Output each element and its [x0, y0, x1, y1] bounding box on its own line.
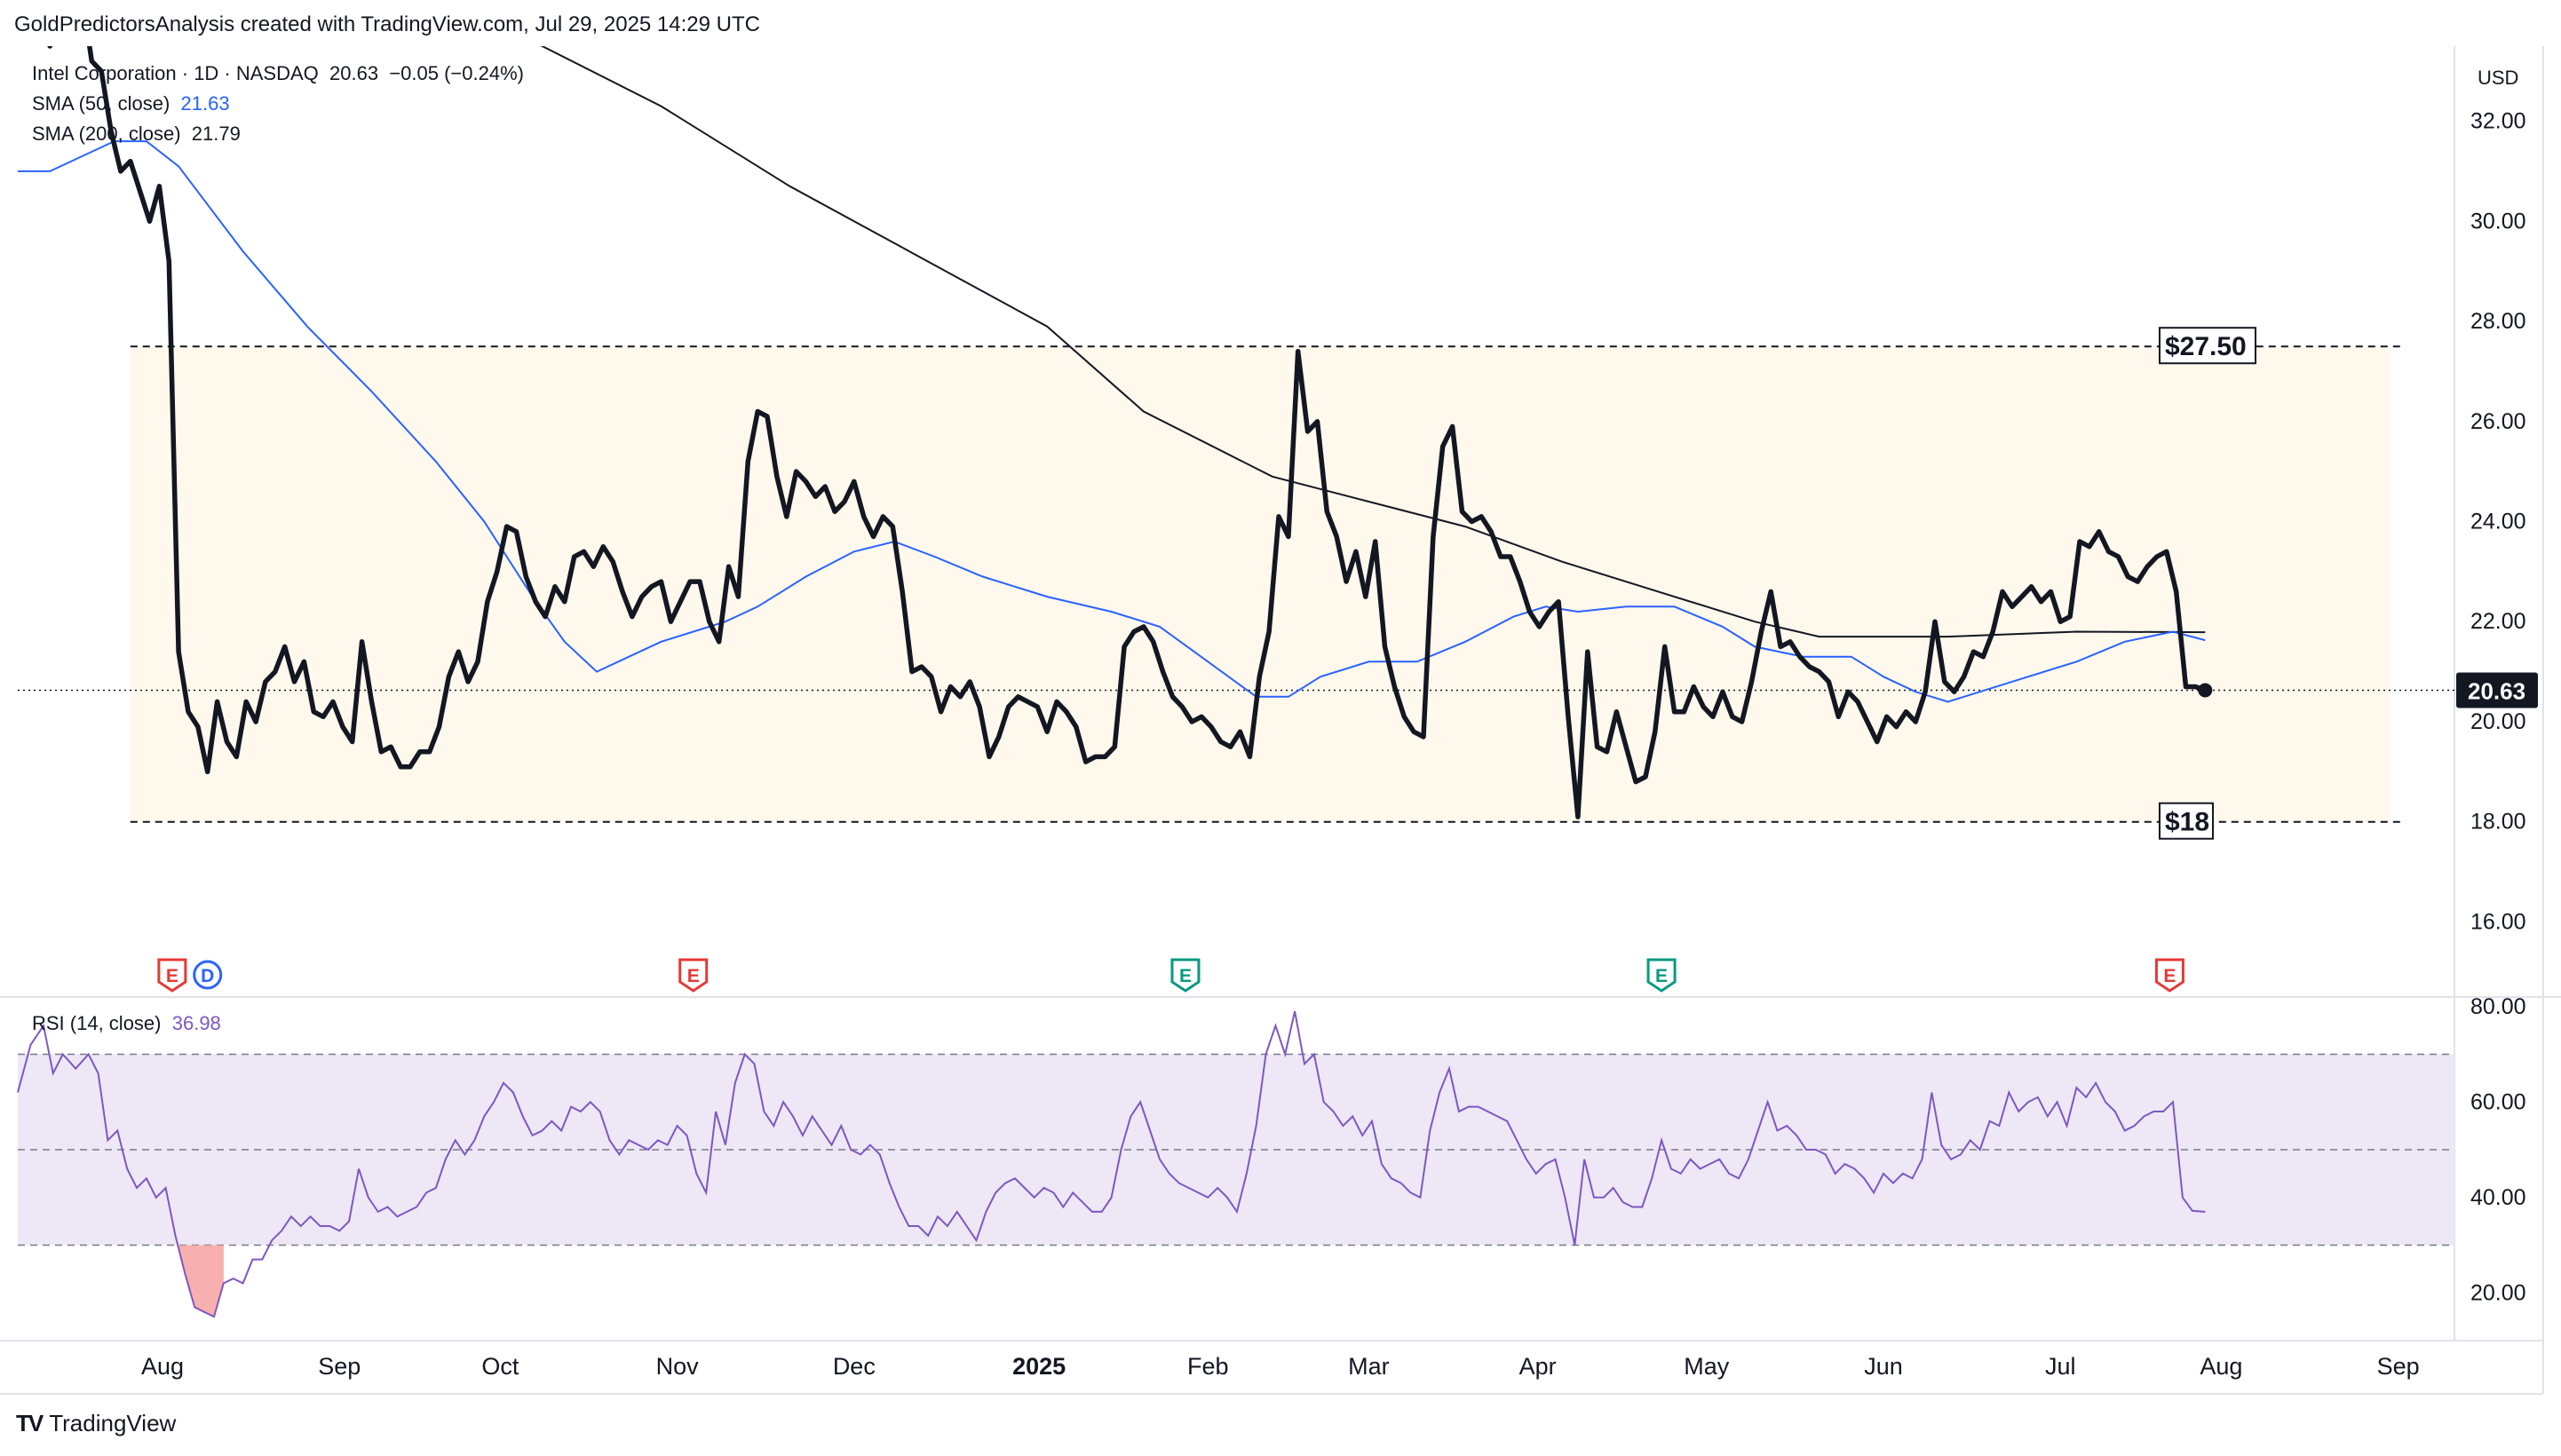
range-box — [130, 345, 2404, 823]
tradingview-wordmark: TradingView — [49, 1410, 177, 1436]
time-tick-label: Nov — [656, 1353, 700, 1380]
rsi-tick-label: 20.00 — [2470, 1280, 2526, 1305]
rsi-oversold-fill — [178, 1245, 224, 1318]
last-price-dot — [2198, 683, 2213, 698]
range-label-box — [2158, 802, 2214, 840]
series-layer — [17, 46, 2454, 1318]
sma50-legend[interactable]: SMA (50, close) 21.63 — [32, 92, 230, 115]
sma50-label: SMA (50, close) — [32, 92, 170, 115]
earnings-marker[interactable]: E — [1170, 958, 1201, 993]
time-tick-label: Jul — [2045, 1353, 2076, 1380]
price-tick-label: 22.00 — [2470, 609, 2526, 634]
earnings-marker[interactable]: E — [157, 958, 187, 993]
time-tick-label: Aug — [2200, 1353, 2242, 1380]
last-price-label: 20.63 — [2468, 677, 2525, 704]
time-tick-label: Aug — [141, 1353, 184, 1380]
earnings-marker[interactable]: E — [1646, 958, 1677, 993]
earnings-marker[interactable]: E — [2154, 958, 2184, 993]
range-rect — [130, 346, 2391, 822]
symbol-name: Intel Corporation · 1D · NASDAQ — [32, 62, 319, 84]
event-marker-label: E — [1179, 966, 1192, 986]
tradingview-brand[interactable]: TV TradingView — [16, 1410, 176, 1437]
dividend-marker[interactable]: D — [193, 960, 223, 990]
chart-credit: GoldPredictorsAnalysis created with Trad… — [14, 12, 760, 36]
time-tick-label: Dec — [833, 1353, 876, 1380]
earnings-marker[interactable]: E — [678, 958, 709, 993]
rsi-bands — [18, 1053, 2454, 1318]
dividend-marker-shape — [193, 960, 223, 990]
price-tick-label: 32.00 — [2470, 109, 2526, 134]
rsi-legend[interactable]: RSI (14, close) 36.98 — [32, 1012, 221, 1035]
event-marker-label: E — [687, 966, 700, 986]
time-tick-label: Mar — [1348, 1353, 1390, 1380]
price-tick-label: 16.00 — [2470, 909, 2526, 934]
rsi-tick-label: 80.00 — [2470, 994, 2526, 1019]
earnings-marker-shape — [1646, 958, 1677, 993]
rsi-line — [17, 1010, 2206, 1318]
price-tick-label: 28.00 — [2470, 309, 2526, 334]
time-tick-label: 2025 — [1012, 1353, 1066, 1380]
sma50-value: 21.63 — [180, 92, 230, 115]
rsi-tick-label: 40.00 — [2470, 1185, 2526, 1210]
rsi-label: RSI (14, close) — [32, 1012, 162, 1034]
earnings-marker-shape — [2154, 958, 2184, 993]
axes-layer: USD 16.00 18.00 20.00 22.00 24.00 26.00 28.00 30… — [141, 67, 2538, 1380]
tradingview-logo: TV — [16, 1410, 44, 1436]
time-tick-label: Jun — [1864, 1353, 1903, 1380]
sma200-value: 21.79 — [191, 123, 241, 145]
price-tick-label: 18.00 — [2470, 810, 2526, 835]
sma50-line — [18, 140, 2206, 703]
price-tick-label: 26.00 — [2470, 409, 2526, 434]
earnings-marker-shape — [1170, 958, 1201, 993]
symbol-legend[interactable]: Intel Corporation · 1D · NASDAQ 20.63 −0… — [32, 62, 524, 85]
earnings-marker-shape — [678, 958, 709, 993]
time-tick-label: Sep — [318, 1353, 361, 1380]
price-tick-label: 20.00 — [2470, 709, 2526, 734]
event-marker-label: E — [2163, 966, 2176, 986]
event-marker-label: E — [166, 966, 178, 986]
time-tick-label: Apr — [1519, 1353, 1557, 1380]
range-label-box — [2158, 327, 2256, 365]
range-label: $18 — [2165, 808, 2209, 837]
price-tick-label: 30.00 — [2470, 209, 2526, 233]
symbol-change: −0.05 (−0.24%) — [389, 62, 524, 84]
event-marker-label: D — [201, 966, 214, 986]
earnings-marker-shape — [157, 958, 187, 993]
labels-layer: $27.50 $18 — [2158, 327, 2256, 840]
price-tick-label: 24.00 — [2470, 510, 2526, 534]
range-label: $27.50 — [2165, 332, 2247, 361]
sma200-legend[interactable]: SMA (200, close) 21.79 — [32, 123, 241, 146]
sma200-label: SMA (200, close) — [32, 123, 181, 145]
currency-label: USD — [2478, 67, 2518, 89]
time-tick-label: Sep — [2377, 1353, 2420, 1380]
price-line — [47, 46, 2207, 819]
last-price-tag — [2456, 672, 2538, 708]
event-marker-label: E — [1655, 966, 1668, 986]
symbol-last: 20.63 — [329, 62, 379, 84]
time-tick-label: Oct — [481, 1353, 519, 1380]
sma200-line — [540, 46, 2206, 638]
time-tick-label: Feb — [1187, 1353, 1229, 1380]
rsi-value: 36.98 — [171, 1012, 221, 1034]
rsi-tick-label: 60.00 — [2470, 1089, 2526, 1114]
time-tick-label: May — [1684, 1353, 1730, 1380]
